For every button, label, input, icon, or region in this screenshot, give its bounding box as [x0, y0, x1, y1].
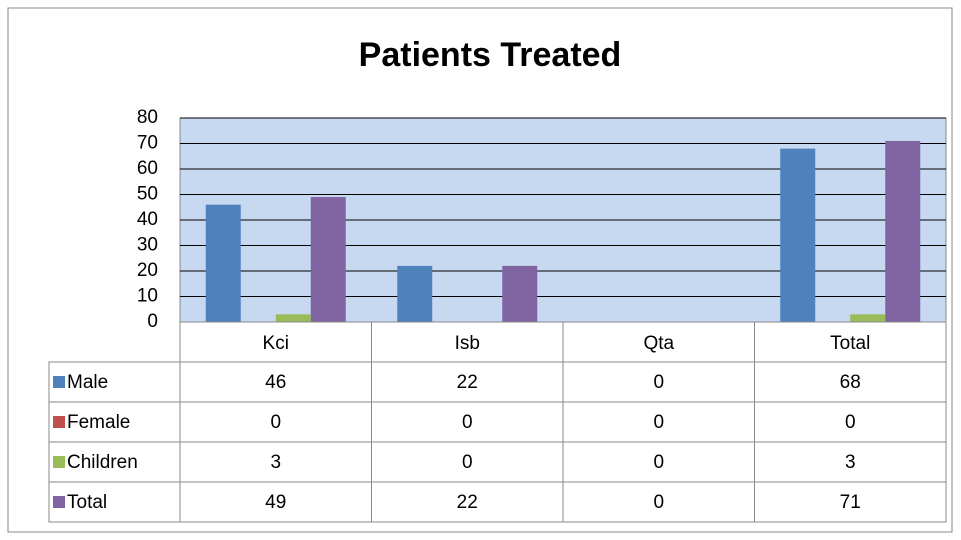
table-header: Total [830, 333, 870, 354]
table-cell: 0 [270, 412, 281, 433]
y-tick-label: 20 [137, 260, 158, 281]
legend-label: Male [67, 372, 108, 393]
table-header: Kci [263, 333, 289, 354]
table-cell: 0 [653, 412, 664, 433]
table-cell: 0 [653, 452, 664, 473]
bar [205, 204, 241, 322]
legend-label: Female [67, 412, 130, 433]
legend-key [53, 416, 65, 428]
legend-label: Children [67, 452, 138, 473]
legend-key [53, 376, 65, 388]
table-cell: 71 [840, 492, 861, 513]
chart-title: Patients Treated [359, 36, 622, 74]
table-header: Isb [455, 333, 480, 354]
table-cell: 0 [653, 492, 664, 513]
table-row [48, 481, 947, 523]
y-tick-label: 40 [137, 209, 158, 230]
bar [397, 265, 433, 322]
table-cell: 3 [845, 452, 856, 473]
y-tick-label: 0 [147, 311, 158, 332]
y-tick-label: 10 [137, 286, 158, 307]
y-tick-label: 60 [137, 158, 158, 179]
legend-key [53, 496, 65, 508]
table-cell: 0 [462, 452, 473, 473]
table-cell: 49 [265, 492, 286, 513]
y-tick-label: 70 [137, 133, 158, 154]
table-cell: 0 [462, 412, 473, 433]
table-cell: 0 [653, 372, 664, 393]
table-cell: 0 [845, 412, 856, 433]
legend-key [53, 456, 65, 468]
bar [885, 140, 921, 322]
y-tick-label: 50 [137, 184, 158, 205]
bar [502, 265, 538, 322]
y-tick-label: 30 [137, 235, 158, 256]
table-header: Qta [643, 333, 674, 354]
bar [275, 314, 311, 322]
table-cell: 68 [840, 372, 861, 393]
bar [850, 314, 886, 322]
bar [310, 197, 346, 322]
y-tick-label: 80 [137, 107, 158, 128]
table-cell: 22 [457, 492, 478, 513]
table-cell: 3 [270, 452, 281, 473]
bar [780, 148, 816, 322]
table-cell: 22 [457, 372, 478, 393]
legend-label: Total [67, 492, 107, 513]
table-cell: 46 [265, 372, 286, 393]
